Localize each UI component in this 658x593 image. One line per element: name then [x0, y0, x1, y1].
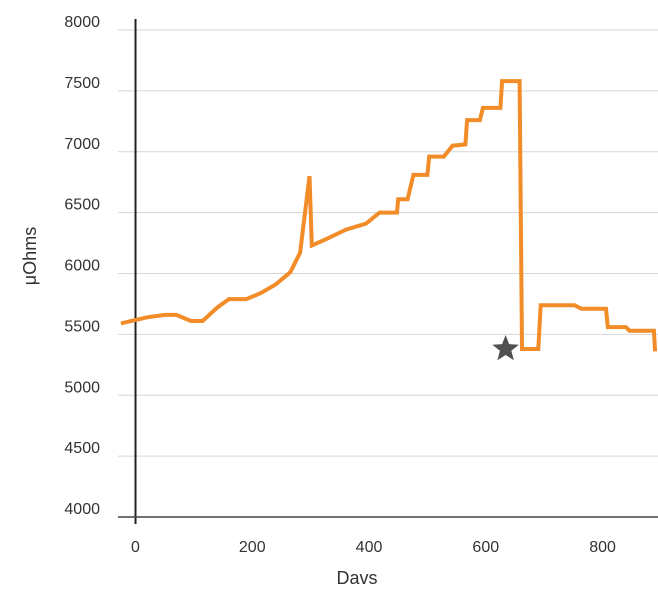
- y-tick-label: 7000: [64, 136, 100, 153]
- y-tick-label: 8000: [64, 14, 100, 31]
- series-line-1: [120, 79, 658, 352]
- y-tick-label: 5500: [64, 318, 100, 335]
- y-tick-label: 7500: [64, 75, 100, 92]
- x-tick-labels: 0 200 400 600 800: [131, 539, 616, 556]
- y-tick-label: 5000: [64, 379, 100, 396]
- y-tick-label: 6000: [64, 258, 100, 275]
- x-axis-title: Davs: [336, 568, 377, 588]
- star-marker: [492, 335, 519, 361]
- y-tick-label: 6500: [64, 197, 100, 214]
- axes: [118, 19, 658, 524]
- x-tick-label: 200: [239, 539, 266, 556]
- y-axis-title: μOhms: [20, 227, 40, 285]
- markers-group: [492, 335, 519, 361]
- y-tick-label: 4500: [64, 440, 100, 457]
- x-tick-label: 800: [589, 539, 616, 556]
- series-group: [120, 79, 658, 352]
- gridlines: [118, 29, 658, 457]
- x-tick-label: 400: [356, 539, 383, 556]
- x-tick-label: 0: [131, 539, 140, 556]
- x-tick-label: 600: [472, 539, 499, 556]
- y-tick-labels: 4000 4500 5000 5500 6000 6500 7000 7500 8000: [64, 14, 100, 518]
- y-tick-label: 4000: [64, 501, 100, 518]
